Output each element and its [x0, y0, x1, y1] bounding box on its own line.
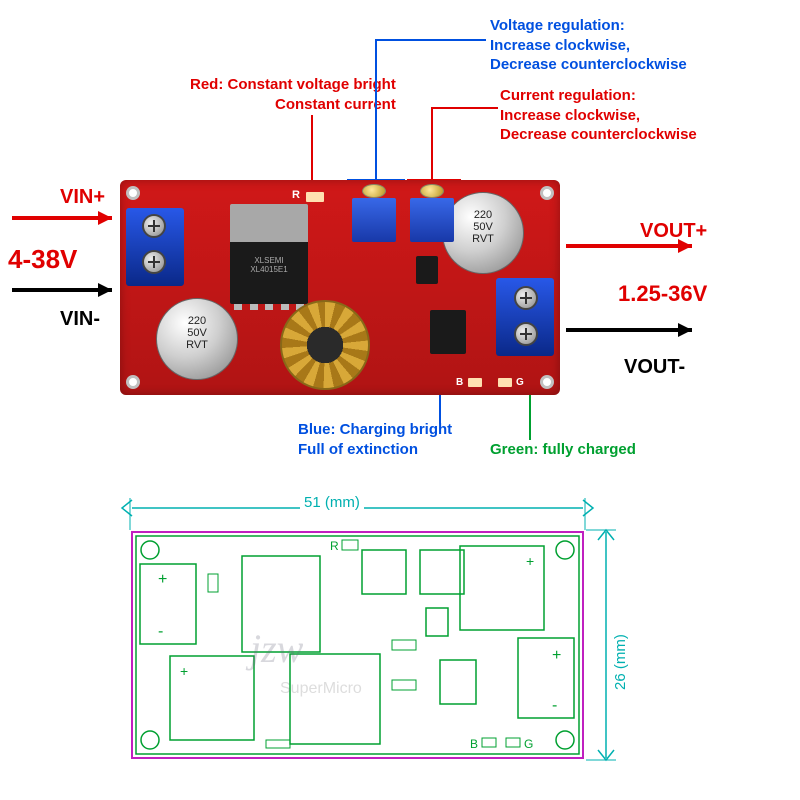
mount-hole [126, 186, 140, 200]
svg-text:-: - [158, 623, 163, 640]
current-regulation-label: Current regulation: Increase clockwise, … [500, 86, 697, 145]
input-capacitor: 220 50V RVT [156, 298, 238, 380]
svg-text:B: B [470, 737, 478, 751]
red-led-label: Red: Constant voltage bright Constant cu… [190, 75, 396, 114]
cap-text: 220 50V RVT [157, 315, 237, 351]
silk-r: R [292, 188, 300, 202]
small-ic [416, 256, 438, 284]
voltage-regulation-label: Voltage regulation: Increase clockwise, … [490, 16, 687, 75]
silk-b: B [456, 376, 463, 389]
green-led-label: Green: fully charged [490, 440, 636, 460]
vin-minus-label: VIN- [60, 306, 100, 332]
svg-text:G: G [524, 737, 533, 751]
current-trimmer[interactable] [410, 198, 454, 242]
terminal-screw [514, 322, 538, 346]
green-led [498, 378, 512, 387]
pcb-schematic-region: + - + - + + R B G jzw SuperM [130, 530, 585, 760]
width-dimension: 51 (mm) [300, 494, 364, 511]
height-dimension: 26 (mm) [612, 634, 629, 690]
terminal-screw [142, 214, 166, 238]
trimmer-screw[interactable] [420, 184, 444, 198]
mount-hole [126, 375, 140, 389]
mount-hole [540, 186, 554, 200]
terminal-screw [514, 286, 538, 310]
vin-plus-label: VIN+ [60, 184, 105, 210]
vout-plus-label: VOUT+ [640, 218, 707, 244]
inductor [280, 300, 370, 390]
vin-range-label: 4-38V [8, 243, 77, 277]
svg-text:+: + [526, 553, 534, 569]
vout-minus-label: VOUT- [624, 354, 685, 380]
mount-hole [540, 375, 554, 389]
vout-range-label: 1.25-36V [618, 280, 707, 309]
svg-text:+: + [180, 663, 188, 679]
svg-text:+: + [158, 571, 167, 588]
terminal-screw [142, 250, 166, 274]
watermark-sub: SuperMicro [280, 680, 362, 698]
ic-text: XLSEMI XL4015E1 [230, 256, 308, 274]
svg-text:+: + [552, 647, 561, 664]
watermark: jzw [250, 625, 303, 672]
schematic-svg: + - + - + + R B G [130, 530, 585, 760]
red-led [306, 192, 324, 202]
cap-text: 220 50V RVT [443, 209, 523, 245]
small-ic [430, 310, 466, 354]
silk-g: G [516, 376, 524, 389]
trimmer-screw[interactable] [362, 184, 386, 198]
svg-text:R: R [330, 539, 339, 553]
regulator-ic: XLSEMI XL4015E1 [230, 204, 308, 304]
voltage-trimmer[interactable] [352, 198, 396, 242]
svg-text:-: - [552, 697, 557, 714]
blue-led [468, 378, 482, 387]
blue-led-label: Blue: Charging bright Full of extinction [298, 420, 452, 459]
pcb-photo-region: 220 50V RVT 220 50V RVT XLSEMI XL4015E1 … [120, 180, 560, 395]
output-capacitor: 220 50V RVT [442, 192, 524, 274]
